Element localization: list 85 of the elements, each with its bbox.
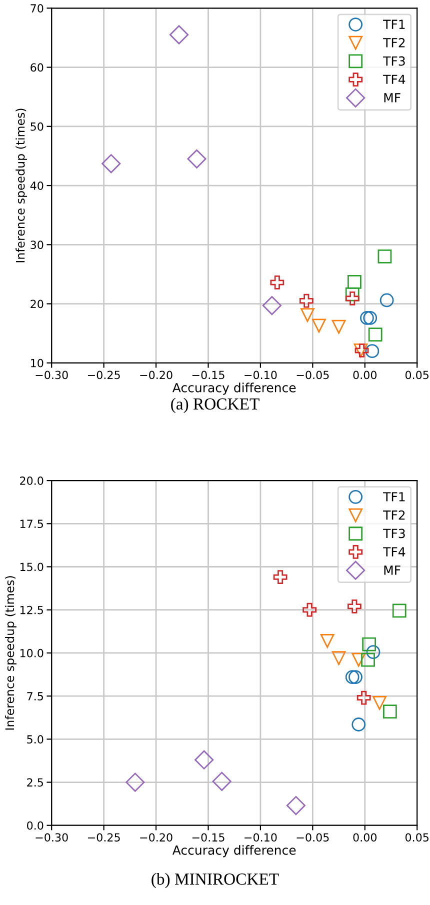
x-tick-label: −0.05 <box>296 833 329 842</box>
point <box>345 670 360 684</box>
point <box>363 311 378 325</box>
point <box>286 796 306 816</box>
x-tick-label: 0.05 <box>405 370 428 380</box>
point <box>332 320 346 334</box>
point <box>270 276 284 290</box>
point <box>194 750 214 770</box>
point <box>360 311 374 325</box>
legend-label: MF <box>384 93 400 102</box>
y-tick-label: 40 <box>30 182 44 190</box>
point <box>348 670 362 684</box>
point <box>366 645 380 660</box>
point <box>273 570 288 584</box>
y-tick-label: 7.5 <box>27 692 43 700</box>
point <box>356 690 371 705</box>
y-axis-title: Inference speedup (times) <box>16 108 28 262</box>
point <box>312 318 326 333</box>
point <box>352 718 366 732</box>
point <box>348 274 362 289</box>
y-tick-label: 12.5 <box>20 606 43 614</box>
point <box>212 772 232 791</box>
x-tick-label: −0.15 <box>192 370 224 380</box>
y-tick-label: 20.0 <box>20 476 44 485</box>
point <box>187 149 206 168</box>
y-tick-label: 5.0 <box>27 735 44 744</box>
legend-label: TF2 <box>383 510 405 520</box>
point <box>365 344 380 358</box>
y-tick-label: 20 <box>30 300 44 308</box>
y-tick-label: 2.5 <box>27 778 43 787</box>
y-tick-label: 10 <box>31 358 44 368</box>
x-tick-label: −0.20 <box>140 370 172 380</box>
point <box>392 604 406 618</box>
x-tick-label: −0.25 <box>88 370 120 380</box>
x-axis-title: Accuracy difference <box>172 845 296 858</box>
point <box>299 294 314 308</box>
y-tick-label: 60 <box>30 63 44 72</box>
y-tick-label: 10.0 <box>20 648 44 658</box>
legend-label: TF3 <box>383 528 405 538</box>
x-tick-label: −0.05 <box>296 370 329 380</box>
x-tick-label: 0.00 <box>353 370 377 380</box>
point <box>378 250 392 264</box>
legend-label: TF1 <box>383 492 405 502</box>
point <box>126 772 145 792</box>
x-tick-label: −0.15 <box>192 833 224 842</box>
legend-label: TF1 <box>383 20 405 29</box>
point <box>380 293 394 308</box>
y-tick-label: 50 <box>30 122 44 131</box>
point <box>169 25 189 44</box>
y-tick-label: 15.0 <box>20 562 44 572</box>
y-tick-label: 70 <box>30 4 44 13</box>
point <box>300 308 314 322</box>
point <box>368 328 382 342</box>
x-tick-label: −0.10 <box>244 370 277 380</box>
legend-label: TF4 <box>383 74 406 84</box>
point <box>383 704 397 719</box>
y-tick-label: 30 <box>30 240 44 250</box>
point <box>345 292 360 306</box>
point <box>332 651 346 666</box>
x-tick-label: −0.30 <box>36 370 68 380</box>
point <box>348 599 362 614</box>
x-tick-label: −0.20 <box>140 833 172 842</box>
legend-label: TF3 <box>383 56 405 66</box>
point <box>262 296 282 316</box>
legend-label: TF4 <box>383 547 406 556</box>
point <box>320 634 334 648</box>
point <box>362 637 376 652</box>
point <box>352 652 366 667</box>
text: (a) ROCKET <box>171 398 260 413</box>
x-tick-label: 0.05 <box>405 833 428 842</box>
x-tick-label: −0.30 <box>36 833 68 842</box>
y-tick-label: 17.5 <box>20 520 43 528</box>
text: (b) MINIROCKET <box>152 873 279 888</box>
point <box>302 602 316 617</box>
x-axis-title: Accuracy difference <box>172 382 296 395</box>
point <box>361 652 375 667</box>
legend-label: MF <box>384 566 400 575</box>
point <box>102 154 121 174</box>
point <box>372 696 386 710</box>
y-tick-label: 0.0 <box>27 821 44 830</box>
legend-label: TF2 <box>383 38 405 48</box>
x-tick-label: −0.10 <box>244 833 277 842</box>
x-tick-label: 0.00 <box>353 833 377 842</box>
y-axis-title: Inference speedup (times) <box>5 576 16 730</box>
x-tick-label: −0.25 <box>88 833 120 842</box>
